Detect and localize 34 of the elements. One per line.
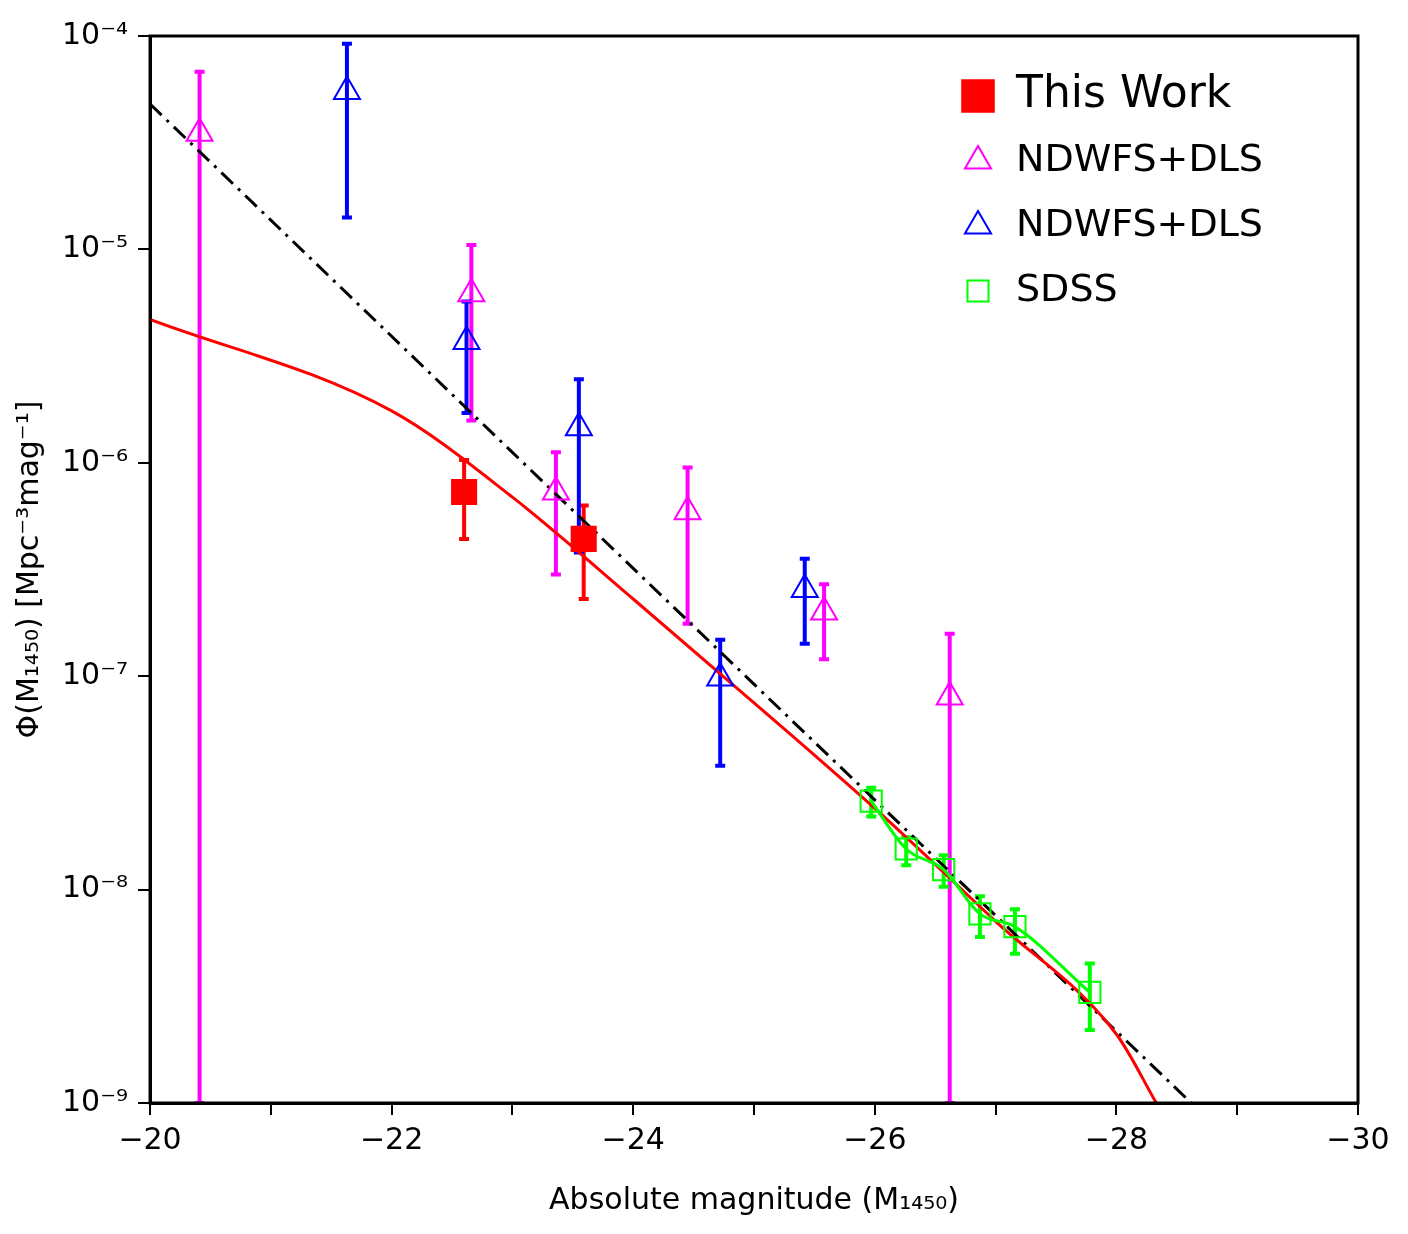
- point: [1078, 980, 1102, 1004]
- x-tick-label: −20: [118, 1120, 182, 1156]
- point: [451, 478, 478, 505]
- y-tick-label: 10⁻⁶: [61, 442, 129, 478]
- y-tick-label: 10⁻⁹: [61, 1082, 129, 1118]
- point: [457, 277, 486, 303]
- point: [932, 858, 956, 882]
- x-tick-label: −22: [359, 1120, 424, 1156]
- x-axis-title: Absolute magnitude (M₁₄₅₀): [549, 1180, 959, 1216]
- y-tick-label: 10⁻⁴: [61, 15, 129, 51]
- point: [894, 837, 918, 861]
- x-tick-label: −24: [601, 1120, 665, 1156]
- x-tick-label: −28: [1084, 1120, 1149, 1156]
- point: [564, 411, 593, 437]
- y-tick-label: 10⁻⁸: [61, 869, 129, 905]
- point: [673, 495, 702, 521]
- y-tick-label: 10⁻⁵: [61, 229, 129, 265]
- point: [859, 789, 883, 813]
- legend-label: NDWFS+DLS: [1016, 200, 1263, 245]
- point: [332, 75, 361, 100]
- point: [185, 117, 214, 142]
- legend-label: NDWFS+DLS: [1016, 135, 1263, 180]
- point: [1003, 915, 1027, 939]
- point: [570, 525, 597, 552]
- line-series: [150, 317, 1158, 1103]
- point: [968, 902, 992, 926]
- legend-label: SDSS: [1016, 265, 1118, 310]
- legend-label: This Work: [1015, 66, 1232, 118]
- y-tick-label: 10⁻⁷: [61, 656, 129, 691]
- x-tick-label: −26: [843, 1120, 907, 1156]
- x-tick-label: −30: [1326, 1120, 1390, 1156]
- y-axis-title: Φ(M₁₄₅₀) [Mpc⁻³mag⁻¹]: [9, 400, 45, 739]
- point: [541, 475, 570, 501]
- point: [452, 325, 481, 351]
